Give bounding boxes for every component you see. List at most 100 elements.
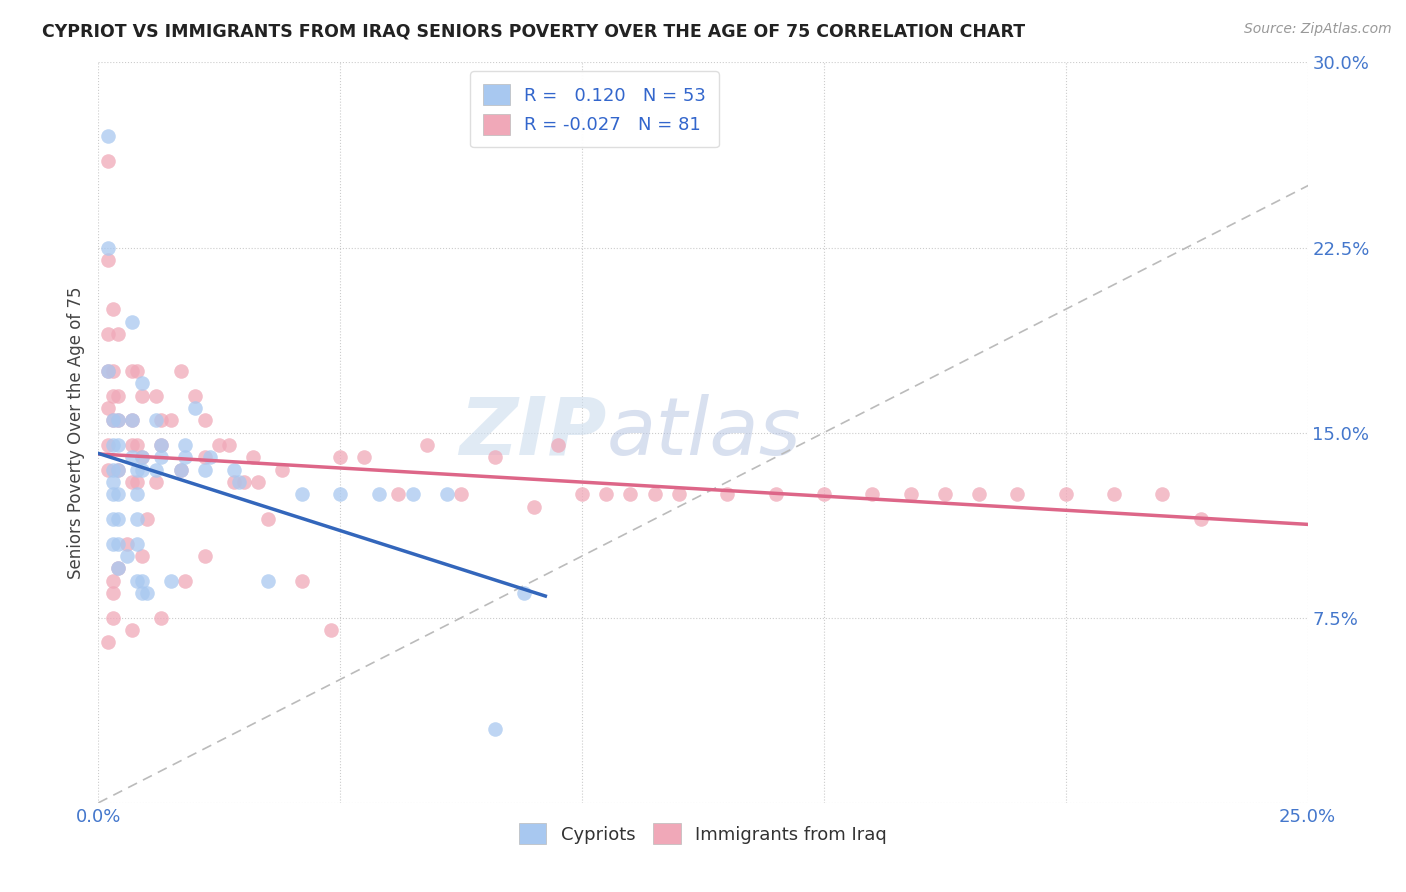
Point <box>247 475 270 489</box>
Point <box>127 438 149 452</box>
Point <box>160 413 183 427</box>
Point <box>150 413 173 427</box>
Point <box>145 475 167 489</box>
Point <box>107 487 129 501</box>
Point <box>716 487 738 501</box>
Point <box>127 364 149 378</box>
Text: Source: ZipAtlas.com: Source: ZipAtlas.com <box>1244 22 1392 37</box>
Point <box>97 129 120 144</box>
Point <box>329 450 352 465</box>
Point <box>484 450 506 465</box>
Point <box>169 364 191 378</box>
Point <box>198 450 221 465</box>
Point <box>97 364 120 378</box>
Point <box>121 623 143 637</box>
Point <box>131 450 153 465</box>
Legend: Cypriots, Immigrants from Iraq: Cypriots, Immigrants from Iraq <box>510 814 896 853</box>
Point <box>101 536 124 550</box>
Point <box>97 326 120 341</box>
Point <box>107 326 129 341</box>
Point <box>169 462 191 476</box>
Point <box>184 388 207 402</box>
Point <box>218 438 240 452</box>
Point <box>101 413 124 427</box>
Point <box>107 561 129 575</box>
Point <box>547 438 569 452</box>
Point <box>121 475 143 489</box>
Point <box>107 413 129 427</box>
Point <box>101 413 124 427</box>
Point <box>174 438 197 452</box>
Point <box>101 462 124 476</box>
Point <box>169 462 191 476</box>
Point <box>416 438 439 452</box>
Text: CYPRIOT VS IMMIGRANTS FROM IRAQ SENIORS POVERTY OVER THE AGE OF 75 CORRELATION C: CYPRIOT VS IMMIGRANTS FROM IRAQ SENIORS … <box>42 22 1025 40</box>
Point <box>194 450 217 465</box>
Point <box>131 388 153 402</box>
Point <box>145 388 167 402</box>
Point <box>101 586 124 600</box>
Point <box>121 438 143 452</box>
Point <box>1152 487 1174 501</box>
Point <box>107 438 129 452</box>
Point <box>101 475 124 489</box>
Point <box>145 462 167 476</box>
Point <box>450 487 472 501</box>
Point <box>107 561 129 575</box>
Point <box>135 512 157 526</box>
Point <box>319 623 342 637</box>
Point <box>523 500 546 514</box>
Point <box>900 487 922 501</box>
Point <box>242 450 264 465</box>
Point <box>436 487 458 501</box>
Point <box>222 475 245 489</box>
Point <box>1189 512 1212 526</box>
Point <box>619 487 641 501</box>
Point <box>765 487 787 501</box>
Point <box>131 574 153 588</box>
Point <box>117 549 139 563</box>
Point <box>107 462 129 476</box>
Point <box>97 364 120 378</box>
Point <box>174 574 197 588</box>
Point <box>107 413 129 427</box>
Point <box>194 413 217 427</box>
Point <box>121 450 143 465</box>
Point <box>127 462 149 476</box>
Point <box>194 549 217 563</box>
Point <box>121 413 143 427</box>
Point <box>97 438 120 452</box>
Point <box>101 388 124 402</box>
Point <box>329 487 352 501</box>
Point <box>368 487 391 501</box>
Point <box>174 450 197 465</box>
Point <box>184 401 207 415</box>
Point <box>101 438 124 452</box>
Point <box>194 462 217 476</box>
Point <box>127 475 149 489</box>
Point <box>402 487 425 501</box>
Point <box>484 722 506 736</box>
Point <box>644 487 666 501</box>
Point <box>135 586 157 600</box>
Point <box>97 240 120 255</box>
Point <box>97 154 120 169</box>
Point <box>127 487 149 501</box>
Point <box>290 574 312 588</box>
Point <box>1102 487 1125 501</box>
Point <box>101 574 124 588</box>
Point <box>813 487 835 501</box>
Point <box>121 314 143 328</box>
Point <box>271 462 294 476</box>
Point <box>150 450 173 465</box>
Point <box>353 450 375 465</box>
Point <box>145 413 167 427</box>
Point <box>121 364 143 378</box>
Point <box>256 574 278 588</box>
Point <box>228 475 250 489</box>
Point <box>1054 487 1077 501</box>
Point <box>101 364 124 378</box>
Point <box>668 487 690 501</box>
Point <box>131 549 153 563</box>
Point <box>150 610 173 624</box>
